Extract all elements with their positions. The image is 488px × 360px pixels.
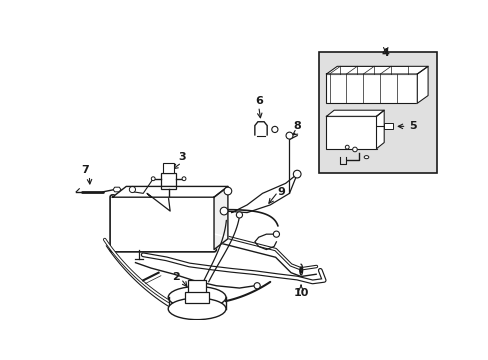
Circle shape xyxy=(220,207,227,215)
Bar xyxy=(184,292,209,303)
Bar xyxy=(326,74,416,103)
Ellipse shape xyxy=(168,287,225,308)
Bar xyxy=(384,123,393,130)
Bar xyxy=(161,172,176,189)
Circle shape xyxy=(285,132,292,139)
Polygon shape xyxy=(326,66,427,74)
Circle shape xyxy=(254,283,260,289)
Circle shape xyxy=(271,126,277,132)
Text: 2: 2 xyxy=(172,271,180,282)
Circle shape xyxy=(352,147,357,152)
Bar xyxy=(163,163,174,172)
FancyBboxPatch shape xyxy=(110,195,216,252)
Text: 7: 7 xyxy=(81,165,89,175)
Polygon shape xyxy=(416,66,427,103)
Circle shape xyxy=(273,231,279,237)
Circle shape xyxy=(236,212,242,218)
Polygon shape xyxy=(376,110,384,149)
Polygon shape xyxy=(214,186,227,249)
Polygon shape xyxy=(326,110,384,116)
Bar xyxy=(326,116,376,149)
Ellipse shape xyxy=(168,298,225,320)
Text: 8: 8 xyxy=(293,121,301,131)
Circle shape xyxy=(182,177,185,181)
Text: 10: 10 xyxy=(293,288,308,298)
Circle shape xyxy=(293,170,301,178)
Ellipse shape xyxy=(364,156,368,159)
Bar xyxy=(187,280,206,293)
Text: 9: 9 xyxy=(277,187,285,197)
Circle shape xyxy=(224,187,231,195)
Text: 1: 1 xyxy=(193,308,201,318)
Text: 4: 4 xyxy=(381,48,389,58)
Text: 6: 6 xyxy=(254,96,262,106)
Text: 5: 5 xyxy=(408,121,416,131)
Circle shape xyxy=(129,186,135,193)
Circle shape xyxy=(151,177,155,181)
Text: 3: 3 xyxy=(178,152,185,162)
Circle shape xyxy=(345,145,348,149)
Polygon shape xyxy=(112,186,227,197)
Bar xyxy=(318,53,436,172)
Polygon shape xyxy=(113,187,121,192)
